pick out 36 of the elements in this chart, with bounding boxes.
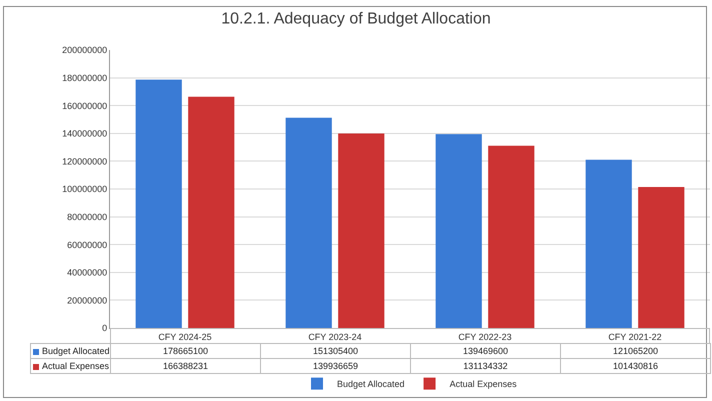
y-tick-label: 120000000 xyxy=(62,156,108,166)
x-tick-label: CFY 2023-24 xyxy=(308,332,362,342)
x-tick-label: CFY 2024-25 xyxy=(158,332,212,342)
y-tick-label: 20000000 xyxy=(67,295,108,306)
y-tick-label: 0 xyxy=(102,323,108,334)
y-tick-label: 80000000 xyxy=(67,212,108,222)
y-tick-label: 60000000 xyxy=(67,240,108,250)
data-label: 139936659 xyxy=(260,358,410,374)
y-tick-label: 180000000 xyxy=(62,72,108,83)
data-label: 101430816 xyxy=(560,358,710,374)
chart-title: 10.2.1. Adequacy of Budget Allocation xyxy=(221,10,491,28)
y-tick-label: 40000000 xyxy=(67,268,108,278)
bar xyxy=(286,118,332,328)
y-tick-label: 160000000 xyxy=(62,100,108,111)
bar xyxy=(436,134,482,328)
x-tick-label: CFY 2022-23 xyxy=(458,332,512,342)
data-label: 121065200 xyxy=(560,344,710,358)
bar xyxy=(338,133,384,328)
data-label: 131134332 xyxy=(410,358,560,374)
y-tick-label: 140000000 xyxy=(62,128,108,139)
text: Budget Allocated xyxy=(337,379,405,390)
bar xyxy=(638,187,684,328)
x-tick-label: CFY 2021-22 xyxy=(608,332,662,342)
legend-label: Budget Allocated xyxy=(42,346,110,356)
bar xyxy=(136,80,182,328)
data-label: 178665100 xyxy=(110,344,260,358)
y-tick-label: 200000000 xyxy=(62,45,108,56)
data-label: 139469600 xyxy=(410,344,560,358)
text: Actual Expenses xyxy=(42,361,110,371)
y-tick-label: 100000000 xyxy=(62,184,108,194)
bar xyxy=(488,146,534,328)
data-label: 151305400 xyxy=(260,344,410,358)
bar xyxy=(586,160,632,328)
legend-label: Actual Expenses xyxy=(450,379,518,390)
data-label: 166388231 xyxy=(110,358,260,374)
bar xyxy=(188,96,234,328)
